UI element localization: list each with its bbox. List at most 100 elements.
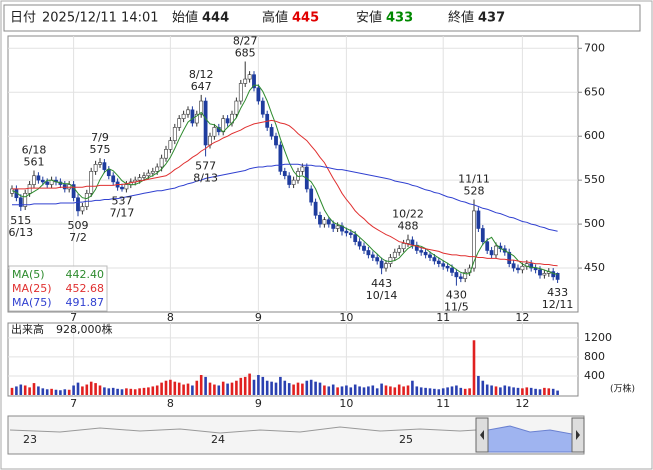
candle-body [221, 118, 226, 133]
volume-bar [142, 387, 146, 395]
candle-body [450, 267, 454, 273]
volume-bar [331, 384, 335, 395]
candle-body [287, 175, 292, 185]
candle-body [375, 257, 380, 262]
volume-bar [521, 388, 524, 395]
volume-bar [305, 380, 309, 395]
volume-bar [512, 387, 515, 395]
legend-value: 452.68 [66, 282, 105, 295]
candle-body [208, 135, 212, 146]
x-tick-label: 12 [515, 311, 529, 324]
date-label: 日付 [10, 11, 36, 26]
volume-bar [428, 388, 432, 395]
candle-body [177, 118, 182, 128]
volume-bar [191, 385, 194, 395]
volume-bar [547, 388, 551, 395]
volume-bar [349, 387, 353, 395]
y-tick-label: 650 [584, 85, 605, 98]
header-box [3, 4, 641, 32]
y-tick-label: 400 [584, 369, 605, 382]
volume-bar [213, 384, 216, 395]
volume-bar [270, 381, 273, 395]
candles [10, 61, 560, 395]
volume-bar [89, 381, 93, 395]
candle-body [489, 250, 494, 256]
annotation-date: 8/13 [193, 171, 218, 184]
legend-value: 442.40 [66, 268, 105, 281]
volume-bar [54, 389, 58, 395]
volume-bar [204, 376, 207, 395]
volume-bar [169, 379, 172, 395]
volume-bar [525, 387, 529, 395]
candle-body [516, 267, 520, 271]
annotation-date: 8/27 [233, 34, 258, 47]
candle-body [247, 74, 252, 80]
volume-bar [243, 376, 247, 395]
ma-line [12, 163, 558, 232]
volume-bar [419, 387, 423, 395]
volume-bar [252, 379, 256, 395]
candle-body [472, 210, 476, 269]
candle-body [555, 273, 560, 280]
annotation-date: 10/22 [392, 208, 424, 221]
volume-bar [314, 381, 317, 395]
candle-body [84, 193, 89, 207]
high: 445 [292, 11, 319, 26]
candle-body [260, 100, 265, 115]
volume-bar [67, 389, 71, 395]
volume-bar [37, 386, 40, 395]
volume-bar [283, 380, 287, 395]
candle-body [243, 78, 248, 84]
candle-body [454, 272, 459, 278]
annotation-date: 10/14 [366, 289, 398, 302]
volume-bar [274, 382, 278, 395]
volume-bar [318, 382, 322, 395]
annotation-value: 433 [547, 286, 568, 299]
annotation-value: 537 [112, 195, 133, 208]
volume-bar [50, 388, 53, 395]
candle-body [32, 175, 36, 185]
volume-bar [63, 389, 67, 395]
volume-bar [415, 386, 419, 395]
candle-body [406, 239, 410, 244]
close: 437 [478, 11, 505, 26]
legend-name: MA(25) [12, 282, 52, 295]
candle-body [18, 197, 23, 207]
volume-bar [10, 387, 14, 395]
volume-bar [296, 382, 300, 395]
volume-bar [45, 389, 49, 395]
candle-body [331, 223, 336, 229]
volume-bar [309, 379, 313, 395]
candle-body [89, 171, 94, 194]
volume-bar [261, 376, 265, 395]
volume-bar [551, 388, 555, 395]
volume-bar [507, 386, 511, 395]
y-tick-label: 500 [584, 217, 605, 230]
candle-body [234, 100, 239, 115]
x-tick-label: 10 [339, 311, 353, 324]
volume-bar [177, 382, 181, 395]
candle-body [309, 188, 314, 203]
volume-bar [389, 386, 392, 395]
volume-bar [287, 383, 291, 395]
candle-body [40, 179, 45, 183]
navigator-label: 25 [399, 433, 413, 446]
candle-body [150, 171, 155, 174]
legend-value: 491.87 [66, 296, 105, 309]
volume-title: 出来高 [11, 322, 44, 336]
candle-body [538, 269, 542, 276]
volume-bar [375, 388, 379, 395]
candle-body [146, 172, 151, 177]
candle-body [102, 162, 107, 170]
volume-bar [125, 388, 128, 395]
volume-bar [556, 390, 559, 395]
volume-bar [265, 380, 269, 395]
navigator-label: 24 [211, 433, 225, 446]
volume-bar [411, 380, 414, 395]
candle-body [445, 265, 450, 269]
annotation-date: 6/13 [8, 226, 33, 239]
candle-body [190, 109, 195, 124]
volume-bar [98, 385, 102, 395]
candle-body [353, 234, 358, 242]
volume-bar [129, 388, 133, 395]
